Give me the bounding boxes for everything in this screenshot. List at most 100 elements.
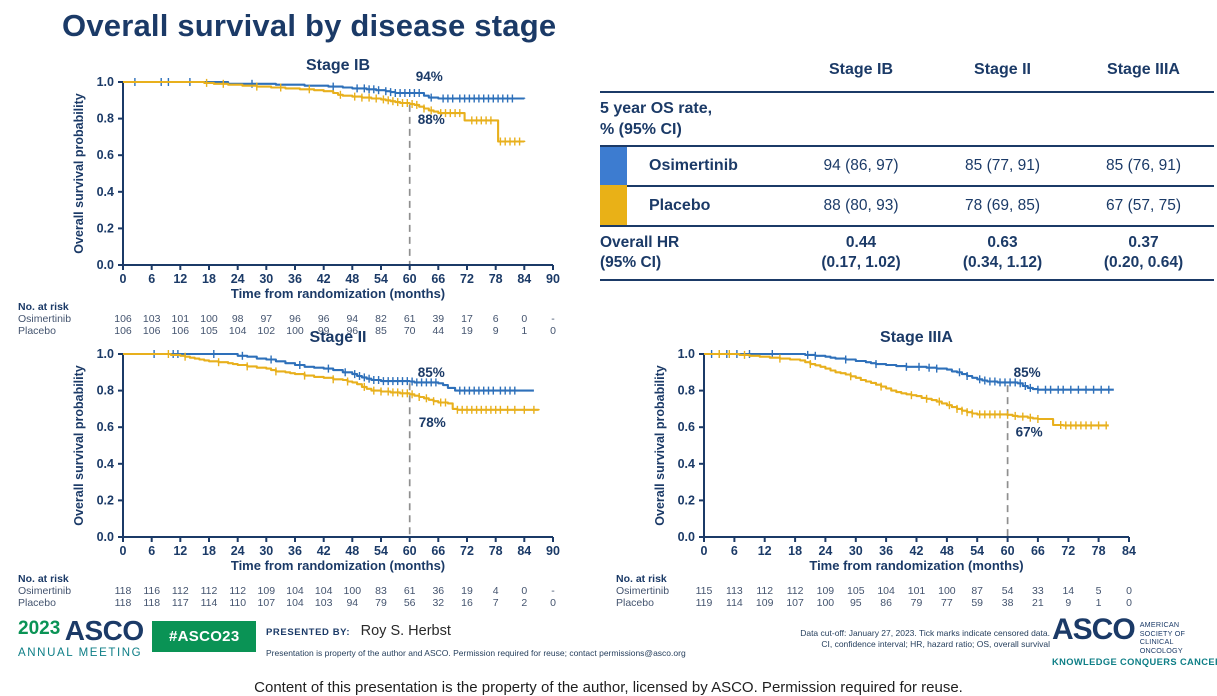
svg-text:104: 104 xyxy=(286,597,304,609)
svg-text:110: 110 xyxy=(229,597,246,609)
svg-text:48: 48 xyxy=(345,544,359,558)
meeting-org: ASCO xyxy=(64,615,144,646)
svg-text:0: 0 xyxy=(1126,585,1132,597)
svg-text:1.0: 1.0 xyxy=(678,347,695,361)
svg-text:85%: 85% xyxy=(1014,365,1041,380)
svg-text:118: 118 xyxy=(115,597,132,609)
svg-text:85%: 85% xyxy=(418,365,445,380)
svg-text:100: 100 xyxy=(200,313,218,325)
svg-text:66: 66 xyxy=(1031,544,1045,558)
svg-text:0: 0 xyxy=(120,544,127,558)
placebo-swatch xyxy=(600,185,627,225)
svg-text:87: 87 xyxy=(971,585,983,597)
svg-text:33: 33 xyxy=(1032,585,1044,597)
svg-text:105: 105 xyxy=(847,585,865,597)
svg-text:16: 16 xyxy=(461,597,473,609)
svg-text:54: 54 xyxy=(970,544,984,558)
svg-text:78: 78 xyxy=(1092,544,1106,558)
svg-text:0.6: 0.6 xyxy=(678,420,695,434)
svg-text:7: 7 xyxy=(493,597,499,609)
svg-text:Stage IB: Stage IB xyxy=(306,57,370,74)
svg-text:116: 116 xyxy=(143,585,160,597)
svg-text:117: 117 xyxy=(172,597,189,609)
svg-text:84: 84 xyxy=(517,544,531,558)
svg-text:24: 24 xyxy=(231,272,245,286)
svg-text:Overall survival probability: Overall survival probability xyxy=(72,93,86,254)
os-rate-placebo-stage-ib: 88 (80, 93) xyxy=(790,185,932,225)
svg-text:No. at risk: No. at risk xyxy=(18,573,69,585)
svg-text:78: 78 xyxy=(489,544,503,558)
svg-text:98: 98 xyxy=(232,313,244,325)
summary-col-stage-iiia: Stage IIIA xyxy=(1107,61,1180,78)
svg-text:0: 0 xyxy=(120,272,127,286)
svg-text:18: 18 xyxy=(788,544,802,558)
os-rate-placebo-stage-ii: 78 (69, 85) xyxy=(932,185,1073,225)
svg-text:14: 14 xyxy=(1062,585,1074,597)
os-rate-osimertinib-stage-ib: 94 (86, 97) xyxy=(790,145,932,185)
svg-text:Osimertinib: Osimertinib xyxy=(18,585,71,597)
svg-text:36: 36 xyxy=(288,544,302,558)
svg-text:Placebo: Placebo xyxy=(18,325,56,337)
svg-text:79: 79 xyxy=(911,597,923,609)
svg-text:Osimertinib: Osimertinib xyxy=(616,585,669,597)
svg-text:114: 114 xyxy=(726,597,743,609)
summary-col-stage-ii: Stage II xyxy=(974,61,1031,78)
svg-text:105: 105 xyxy=(200,325,218,337)
svg-text:6: 6 xyxy=(148,544,155,558)
placebo-row-label: Placebo xyxy=(600,185,790,225)
hr-stage-ii: 0.63 (0.34, 1.12) xyxy=(932,225,1073,281)
svg-text:4: 4 xyxy=(493,585,499,597)
svg-text:0.8: 0.8 xyxy=(97,384,114,398)
svg-text:21: 21 xyxy=(1032,597,1044,609)
svg-text:9: 9 xyxy=(493,325,499,337)
svg-text:Osimertinib: Osimertinib xyxy=(18,313,71,325)
asco-annual-meeting-logo: 2023 ASCO ANNUAL MEETING xyxy=(18,617,144,660)
svg-text:12: 12 xyxy=(173,544,187,558)
svg-text:85: 85 xyxy=(375,325,387,337)
svg-text:12: 12 xyxy=(758,544,772,558)
svg-text:112: 112 xyxy=(201,585,218,597)
svg-text:84: 84 xyxy=(517,272,531,286)
svg-text:112: 112 xyxy=(756,585,773,597)
svg-text:Stage II: Stage II xyxy=(310,329,367,346)
svg-text:44: 44 xyxy=(432,325,444,337)
svg-text:42: 42 xyxy=(317,272,331,286)
svg-text:36: 36 xyxy=(879,544,893,558)
svg-text:106: 106 xyxy=(114,325,132,337)
svg-text:66: 66 xyxy=(431,272,445,286)
svg-text:1: 1 xyxy=(521,325,527,337)
svg-text:48: 48 xyxy=(345,272,359,286)
km-chart-stage-ii: Stage II Overall survival probability 0.0 0… xyxy=(16,322,616,619)
hr-stage-ib: 0.44 (0.17, 1.02) xyxy=(790,225,932,281)
svg-text:0.8: 0.8 xyxy=(97,112,114,126)
page-title: Overall survival by disease stage xyxy=(62,8,557,43)
svg-text:30: 30 xyxy=(849,544,863,558)
svg-text:112: 112 xyxy=(787,585,804,597)
svg-text:1.0: 1.0 xyxy=(97,347,114,361)
summary-col-stage-ib: Stage IB xyxy=(828,61,893,78)
svg-text:104: 104 xyxy=(877,585,895,597)
svg-text:12: 12 xyxy=(173,272,187,286)
svg-text:0.0: 0.0 xyxy=(97,258,114,272)
svg-text:Stage IIIA: Stage IIIA xyxy=(880,329,953,346)
svg-text:70: 70 xyxy=(404,325,416,337)
svg-text:61: 61 xyxy=(404,585,416,597)
svg-text:Overall survival probability: Overall survival probability xyxy=(653,365,667,526)
presented-by-label: PRESENTED BY: xyxy=(266,627,351,638)
svg-text:90: 90 xyxy=(546,544,560,558)
svg-text:114: 114 xyxy=(201,597,218,609)
svg-text:19: 19 xyxy=(461,325,473,337)
svg-text:94: 94 xyxy=(346,597,358,609)
svg-text:-: - xyxy=(551,313,555,325)
svg-text:78: 78 xyxy=(489,272,503,286)
svg-text:0.0: 0.0 xyxy=(97,530,114,544)
svg-text:100: 100 xyxy=(817,597,835,609)
svg-text:0: 0 xyxy=(701,544,708,558)
hr-stage-iiia: 0.37 (0.20, 0.64) xyxy=(1073,225,1214,281)
svg-text:99: 99 xyxy=(318,325,330,337)
svg-text:97: 97 xyxy=(260,313,272,325)
presenter-name: Roy S. Herbst xyxy=(360,623,451,639)
svg-text:36: 36 xyxy=(432,585,444,597)
svg-text:56: 56 xyxy=(404,597,416,609)
svg-text:103: 103 xyxy=(315,597,333,609)
